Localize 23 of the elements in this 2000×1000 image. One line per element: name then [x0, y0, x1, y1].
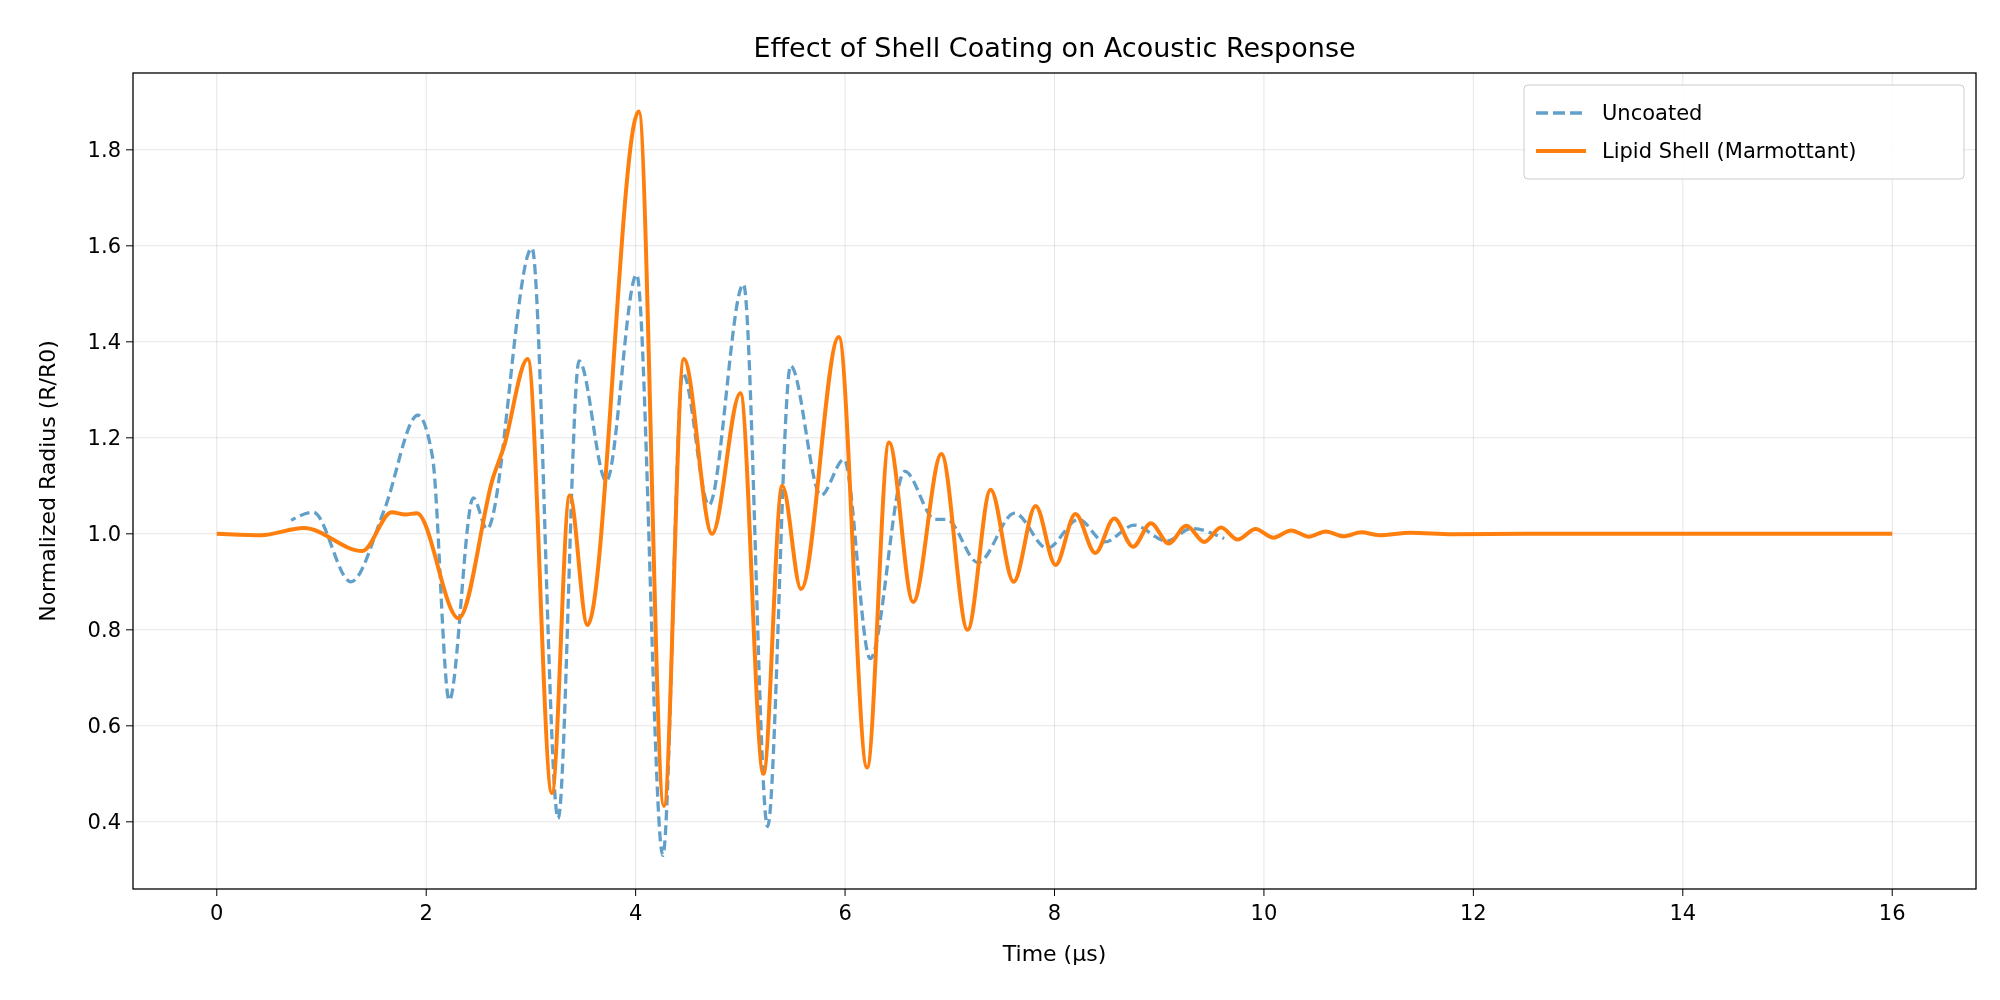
y-tick-label: 1.6	[87, 233, 121, 258]
y-tick-label: 0.4	[87, 809, 121, 834]
y-tick-label: 0.6	[87, 713, 121, 738]
x-tick-label: 16	[1878, 901, 1906, 925]
x-tick-label: 6	[838, 901, 852, 925]
x-tick-label: 4	[628, 901, 643, 925]
y-tick-label: 1.8	[87, 137, 121, 162]
y-tick-label: 1.4	[87, 329, 121, 354]
x-tick-label: 12	[1460, 901, 1487, 925]
x-tick-label: 8	[1047, 901, 1062, 925]
x-axis-title: Time (μs)	[1001, 941, 1107, 966]
legend-label: Uncoated	[1602, 101, 1703, 125]
chart-title: Effect of Shell Coating on Acoustic Response	[753, 32, 1356, 63]
y-tick-label: 0.8	[87, 617, 121, 642]
x-tick-label: 14	[1669, 901, 1697, 925]
legend-label: Lipid Shell (Marmottant)	[1602, 139, 1857, 163]
x-tick-label: 0	[210, 901, 224, 925]
x-tick-label: 10	[1250, 901, 1278, 925]
y-axis-title: Normalized Radius (R/R0)	[35, 340, 60, 622]
line-series	[289, 246, 1226, 858]
x-tick-label: 2	[419, 901, 433, 925]
y-tick-label: 1.0	[87, 521, 121, 546]
y-tick-label: 1.2	[87, 425, 121, 450]
